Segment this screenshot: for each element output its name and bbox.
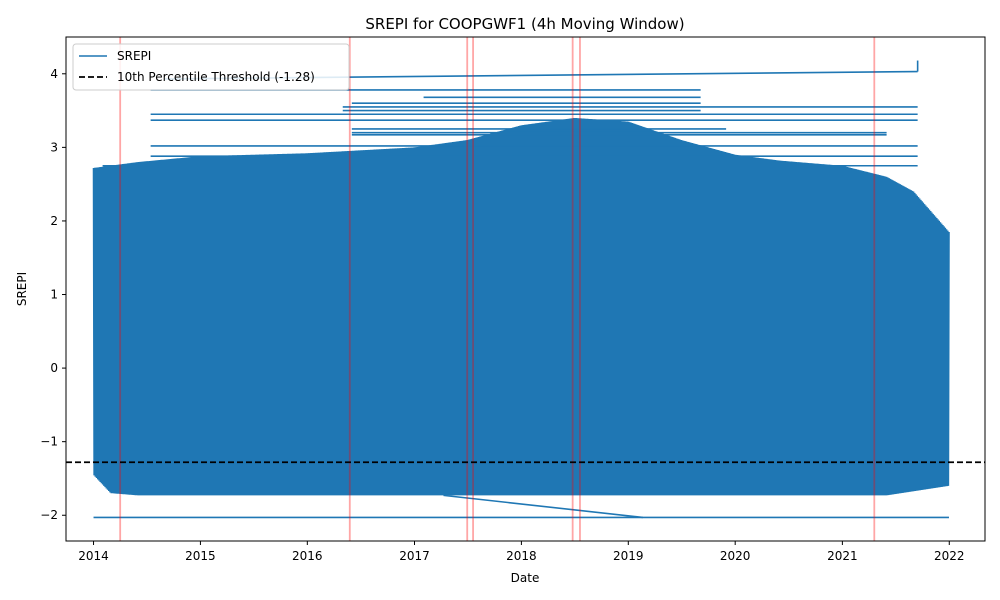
legend: SREPI 10th Percentile Threshold (-1.28) — [72, 43, 350, 91]
y-tick-label: −1 — [40, 435, 58, 449]
x-axis: 2014 2015 2016 2017 2018 2019 2020 2021 2022 — [78, 541, 965, 563]
y-axis: −2 −1 0 1 2 3 4 — [40, 67, 66, 522]
y-tick-label: 0 — [50, 361, 58, 375]
legend-box — [72, 43, 350, 91]
plot-frame — [65, 36, 986, 542]
event-markers — [119, 37, 876, 541]
x-tick-label: 2015 — [185, 549, 216, 563]
legend-threshold-label: 10th Percentile Threshold (-1.28) — [117, 70, 315, 84]
legend-srepi-label: SREPI — [117, 49, 151, 63]
series-srepi-band — [92, 117, 950, 496]
x-tick-label: 2019 — [613, 549, 644, 563]
x-tick-label: 2018 — [506, 549, 537, 563]
x-tick-label: 2021 — [827, 549, 858, 563]
x-tick-label: 2020 — [720, 549, 751, 563]
y-axis-label: SREPI — [15, 272, 29, 306]
x-tick-label: 2017 — [399, 549, 430, 563]
srepi-segment — [443, 494, 644, 519]
y-tick-label: 2 — [50, 214, 58, 228]
x-tick-label: 2016 — [292, 549, 323, 563]
chart-title: SREPI for COOPGWF1 (4h Moving Window) — [365, 15, 684, 33]
srepi-line — [92, 117, 950, 496]
x-tick-label: 2014 — [78, 549, 109, 563]
y-tick-label: 3 — [50, 140, 58, 154]
y-tick-label: 1 — [50, 288, 58, 302]
y-tick-label: −2 — [40, 508, 58, 522]
x-tick-label: 2022 — [934, 549, 965, 563]
x-axis-label: Date — [511, 571, 540, 585]
y-tick-label: 4 — [50, 67, 58, 81]
